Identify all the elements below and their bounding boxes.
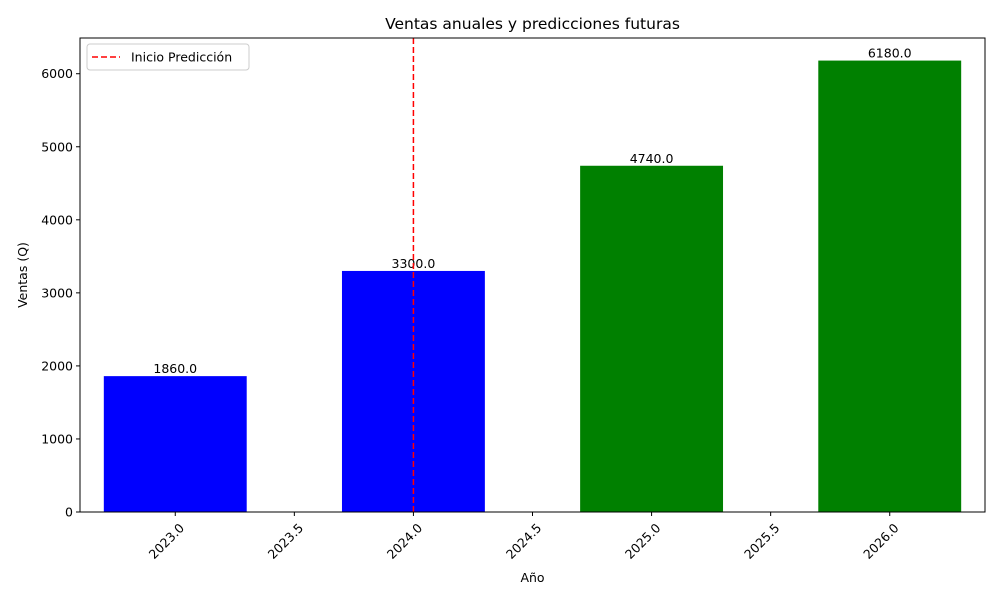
x-tick-label: 2025.0 (622, 520, 664, 562)
legend-box (86, 43, 250, 71)
x-tick-label: 2026.0 (860, 520, 902, 562)
legend: Inicio Predicción (86, 43, 250, 71)
y-tick-label: 4000 (41, 212, 73, 227)
legend-entry-label: Inicio Predicción (131, 50, 232, 65)
bar-data-label: 4740.0 (630, 151, 674, 166)
x-tick-label: 2024.0 (384, 520, 426, 562)
bar-data-label: 6180.0 (868, 46, 912, 61)
plot-area: 1860.03300.04740.06180.00100020003000400… (41, 37, 986, 562)
chart-title: Ventas anuales y predicciones futuras (385, 15, 680, 33)
bar (580, 165, 724, 512)
y-tick-label: 3000 (41, 285, 73, 300)
y-tick-label: 1000 (41, 431, 73, 446)
x-tick-label: 2023.5 (265, 520, 307, 562)
y-tick-label: 6000 (41, 66, 73, 81)
y-axis-label: Ventas (Q) (15, 242, 30, 308)
bar-data-label: 1860.0 (153, 361, 197, 376)
x-tick-label: 2023.0 (146, 520, 188, 562)
bar (103, 376, 247, 512)
x-tick-label: 2025.5 (741, 520, 783, 562)
x-tick-label: 2024.5 (503, 520, 545, 562)
y-tick-label: 2000 (41, 358, 73, 373)
y-tick-label: 5000 (41, 139, 73, 154)
x-axis-label: Año (520, 570, 544, 585)
bar (818, 60, 962, 512)
y-tick-label: 0 (65, 505, 73, 520)
